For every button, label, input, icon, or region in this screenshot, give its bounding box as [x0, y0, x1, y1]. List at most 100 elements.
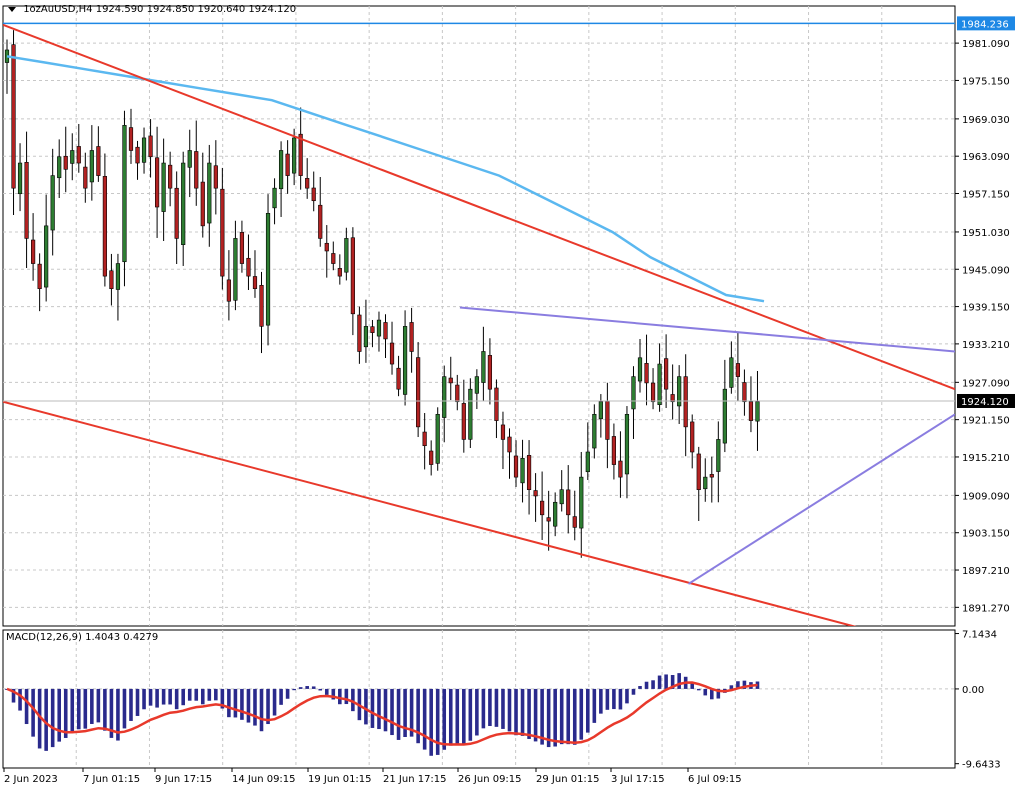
candle-body [598, 401, 603, 420]
candle-body [24, 162, 29, 239]
macd-histogram-bar [664, 674, 668, 689]
candle-body [559, 489, 564, 505]
candle-body [350, 237, 355, 315]
macd-histogram-bar [148, 688, 153, 706]
candle-body [748, 401, 754, 421]
candle-body [592, 414, 597, 449]
macd-histogram-bar [18, 688, 22, 711]
candle-body [442, 376, 447, 418]
macd-frame [2, 629, 956, 769]
macd-histogram-bar [311, 686, 316, 689]
candle-body [102, 176, 107, 277]
macd-histogram-bar [37, 688, 42, 749]
macd-histogram-bar [475, 688, 479, 736]
macd-histogram-bar [651, 680, 655, 689]
candle-body [246, 257, 251, 277]
price-tick-label: 1927.090 [962, 378, 1010, 389]
candle-body [487, 355, 493, 390]
macd-histogram-bar [540, 688, 544, 745]
candle-body [135, 146, 140, 164]
price-tick-label: 1975.150 [962, 76, 1010, 87]
candle-body [331, 253, 336, 264]
candle-body [370, 326, 375, 333]
candle-body [650, 382, 656, 403]
macd-histogram-bar [331, 688, 336, 700]
macd-histogram-bar [272, 688, 277, 716]
candle-body [298, 133, 303, 176]
candle-body [520, 457, 525, 484]
candle-body [265, 212, 271, 326]
channel-lower-line [3, 400, 857, 626]
candle-body [89, 150, 94, 183]
candle-body [435, 414, 440, 464]
macd-histogram-bar [631, 688, 636, 695]
price-frame [2, 5, 956, 627]
candle-body [31, 239, 36, 264]
candle-body [533, 490, 538, 497]
macd-histogram-bar [533, 688, 538, 742]
candle-body [233, 238, 238, 301]
macd-histogram-bar [259, 688, 264, 732]
macd-histogram-bar [435, 688, 440, 755]
macd-signal-line [6, 681, 758, 746]
macd-histogram-bar [292, 688, 296, 691]
macd-histogram-bar [553, 688, 557, 747]
candle-body [161, 162, 166, 212]
time-tick-label: 14 Jun 09:15 [232, 774, 296, 785]
candle-body [181, 162, 186, 245]
time-tick-label: 19 Jun 01:15 [308, 774, 372, 785]
candle-body [168, 164, 173, 189]
top-price-box [957, 16, 1015, 31]
channel-upper-line [3, 23, 955, 391]
macd-histogram-bar [736, 681, 740, 689]
candle-body [703, 476, 708, 490]
candle-body [109, 270, 114, 289]
candle-body [696, 453, 701, 490]
macd-panel [5, 673, 760, 756]
candle-body [566, 489, 571, 516]
price-tick-label: 1891.270 [962, 603, 1010, 614]
macd-histogram-bar [200, 688, 205, 705]
candle-body [422, 431, 427, 447]
candle-body [187, 150, 192, 168]
price-tick-label: 1945.090 [962, 265, 1010, 276]
macd-histogram-bar [742, 680, 747, 689]
macd-histogram-bar [586, 688, 590, 733]
current-price-box [957, 393, 1015, 408]
time-tick-label: 3 Jul 17:15 [611, 774, 665, 785]
macd-histogram-bar [233, 688, 238, 718]
candle-body [115, 263, 121, 290]
candle-body [37, 263, 42, 289]
macd-histogram-bar [298, 687, 303, 689]
time-tick-label: 21 Jun 17:15 [383, 774, 447, 785]
candle-body [553, 501, 558, 527]
candle-body [618, 460, 623, 478]
macd-histogram-bar [122, 688, 127, 729]
price-tick-label: 1897.210 [962, 566, 1010, 577]
candle-body [252, 276, 258, 289]
price-panel [3, 22, 955, 626]
price-tick-label: 1957.150 [962, 190, 1010, 201]
price-tick-label: 1969.030 [962, 115, 1010, 126]
macd-histogram-bar [50, 688, 55, 748]
candle-body [611, 436, 616, 465]
macd-histogram-bar [429, 688, 433, 756]
candle-body [155, 157, 160, 208]
current-price-label: 1924.120 [961, 397, 1009, 408]
candle-body [579, 476, 584, 529]
candle-body [429, 450, 434, 465]
candle-body [174, 187, 179, 239]
macd-histogram-bar [181, 688, 185, 706]
macd-histogram-bar [174, 688, 179, 710]
macd-histogram-bar [351, 688, 355, 712]
macd-histogram-bar [324, 688, 329, 695]
candle-body [213, 165, 218, 189]
candle-body [526, 455, 532, 490]
candle-body [624, 414, 630, 475]
candle-body [70, 150, 75, 164]
macd-histogram-bar [709, 688, 714, 700]
candle-body [83, 166, 88, 189]
collapse-triangle-icon[interactable] [8, 6, 16, 12]
moving-average-line [6, 55, 765, 303]
